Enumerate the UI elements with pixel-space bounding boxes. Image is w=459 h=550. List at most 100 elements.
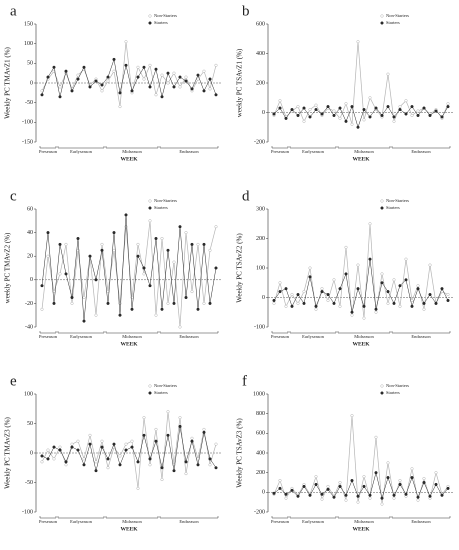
point — [410, 304, 414, 308]
point — [356, 287, 360, 291]
point — [296, 494, 300, 498]
point — [46, 254, 50, 258]
point — [416, 498, 420, 502]
point — [40, 307, 44, 311]
point — [296, 105, 300, 109]
point — [160, 73, 164, 77]
series-line — [41, 41, 217, 107]
point — [100, 439, 104, 443]
legend-marker — [380, 206, 384, 210]
point — [362, 484, 366, 488]
season-bracket — [159, 516, 219, 519]
point — [344, 498, 348, 502]
point — [190, 87, 194, 91]
y-tick-label: 1000 — [253, 391, 265, 397]
point — [154, 67, 158, 71]
point — [82, 319, 86, 323]
point — [118, 463, 122, 467]
point — [166, 71, 170, 75]
season-label: Preseason — [271, 519, 290, 524]
season-label: Endseason — [411, 519, 431, 524]
season-bracket — [39, 331, 57, 334]
point — [398, 482, 402, 487]
panel: b weekly PC TSAvZ1 (%) -200 0 200 400 600 Prese… — [236, 3, 454, 162]
legend-marker — [380, 391, 384, 395]
point — [214, 93, 218, 97]
point — [142, 272, 146, 276]
series-line — [273, 472, 449, 500]
point — [148, 85, 152, 89]
y-tick-label: -50 — [25, 480, 33, 486]
point — [106, 301, 110, 305]
point — [326, 487, 330, 491]
point — [386, 301, 390, 305]
season-label: Preseason — [271, 334, 290, 339]
point — [172, 301, 176, 305]
point — [344, 119, 348, 123]
point — [166, 81, 170, 85]
point — [58, 95, 62, 99]
point — [70, 442, 74, 446]
point — [88, 433, 92, 437]
point — [278, 281, 282, 285]
y-tick-label: 800 — [256, 411, 265, 417]
point — [374, 106, 378, 110]
point — [178, 416, 182, 420]
point — [148, 457, 152, 461]
panel-label: c — [10, 188, 17, 204]
point — [160, 307, 164, 311]
point — [284, 304, 288, 308]
point — [332, 109, 336, 113]
point — [76, 439, 80, 443]
point — [392, 301, 396, 305]
y-tick-label: -100 — [22, 120, 33, 126]
point — [184, 75, 188, 79]
point — [284, 492, 288, 496]
y-axis-title: weekly PC TMAvZ2 (%) — [4, 232, 12, 303]
point — [202, 430, 206, 434]
legend-label: Non-Starters — [386, 13, 409, 18]
point — [52, 445, 56, 449]
point — [178, 325, 182, 329]
season-bracket — [289, 146, 337, 149]
season-bracket — [57, 516, 105, 519]
point — [136, 65, 140, 69]
point — [64, 460, 68, 464]
point — [130, 307, 134, 311]
season-label: Preseason — [39, 519, 58, 524]
season-label: Endseason — [411, 149, 431, 154]
season-bracket — [337, 146, 391, 149]
point — [332, 301, 336, 305]
point — [302, 290, 306, 294]
point — [58, 242, 62, 246]
point — [350, 122, 354, 126]
point — [172, 85, 176, 89]
point — [172, 469, 176, 473]
point — [142, 433, 146, 437]
point — [296, 293, 300, 297]
point — [118, 105, 122, 109]
point — [82, 65, 86, 69]
point — [214, 63, 218, 67]
point — [136, 486, 140, 490]
point — [112, 442, 116, 446]
point — [58, 85, 62, 89]
point — [106, 75, 110, 79]
point — [404, 257, 408, 261]
point — [148, 463, 152, 467]
point — [350, 105, 354, 109]
point — [196, 307, 200, 311]
series-line — [41, 411, 217, 489]
legend-label: Starters — [154, 20, 168, 25]
point — [410, 113, 414, 117]
y-tick-label: 0 — [30, 450, 33, 456]
season-bracket — [57, 331, 105, 334]
point — [356, 125, 360, 129]
season-label: Endseason — [411, 334, 431, 339]
season-bracket — [159, 146, 219, 149]
y-tick-label: 50 — [27, 421, 33, 427]
point — [58, 445, 62, 449]
point — [172, 260, 176, 264]
point — [130, 439, 134, 443]
